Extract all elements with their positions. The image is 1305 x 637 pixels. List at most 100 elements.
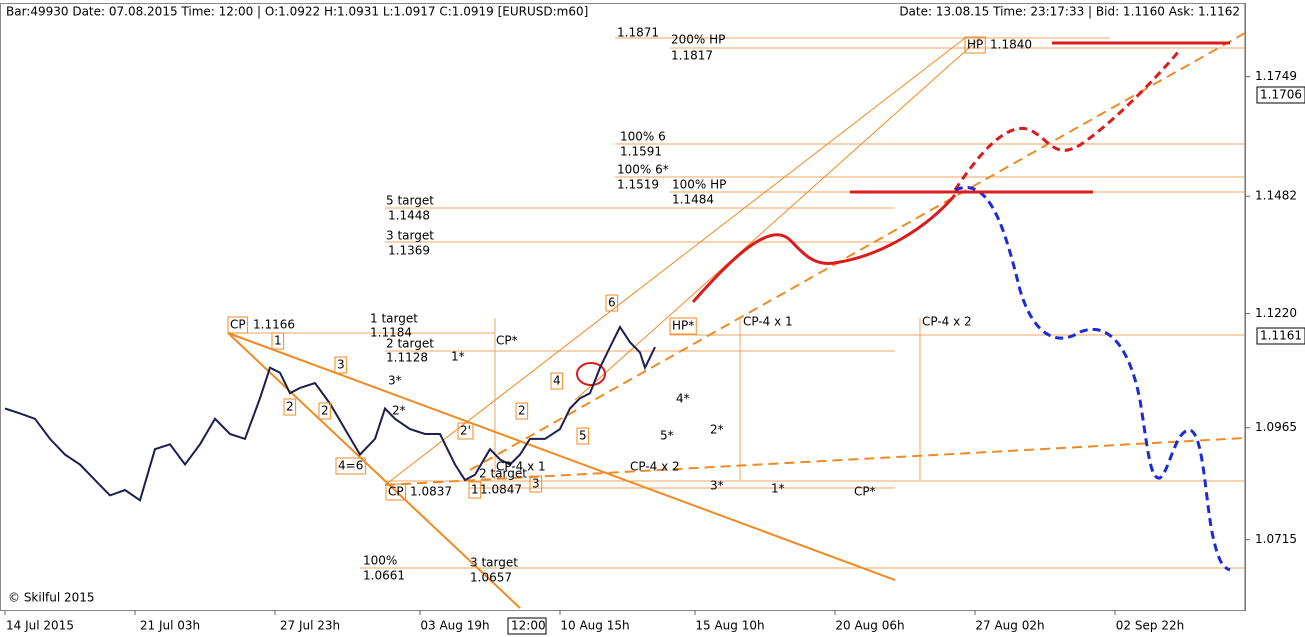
annotation: 3* [388, 374, 402, 388]
trend-line [469, 32, 1246, 471]
annotation: 2 target [386, 337, 434, 351]
price-line [4, 324, 656, 502]
annotation: 2 target [479, 467, 527, 481]
x-tick-label: 15 Aug 10h [695, 619, 764, 633]
annotation: 1.1184 [370, 326, 412, 340]
annotation: 5* [660, 429, 674, 443]
highlight-ellipse [576, 362, 606, 386]
annotation-box [515, 402, 529, 420]
annotation: 1* [451, 350, 465, 364]
annotation-box [468, 481, 482, 499]
annotation: 1.1166 [253, 318, 295, 332]
annotation: CP [388, 485, 404, 499]
annotation-box [335, 457, 366, 475]
x-tick-label: 27 Jul 23h [280, 619, 340, 633]
annotation: CP* [854, 485, 876, 499]
annotation-box [669, 317, 697, 335]
annotation: 1.0837 [410, 485, 452, 499]
annotation: 100% 6 [620, 130, 666, 144]
cursor-label: 12:00 [511, 619, 546, 633]
cursor-box [507, 617, 547, 635]
annotation-box [605, 294, 619, 312]
annotation: 1.1448 [388, 209, 430, 223]
annotation: 1.1817 [671, 49, 713, 63]
annotation: 1.0847 [480, 483, 522, 497]
annotation: 5 target [386, 194, 434, 208]
annotation: CP-4 x 2 [922, 315, 972, 329]
levels [228, 37, 1245, 569]
price-tag: 1.1706 [1260, 88, 1302, 102]
annotation: 2* [392, 404, 406, 418]
annotation-box [227, 316, 249, 334]
annotation: CP-4 x 1 [496, 460, 546, 474]
annotation-box [550, 372, 564, 390]
annotation: 2 [321, 404, 329, 418]
annotation-box [457, 422, 474, 440]
x-tick-label: 03 Aug 19h [420, 619, 489, 633]
annotation: 1.1369 [388, 244, 430, 258]
annotation: 1 [471, 483, 479, 497]
annotation: 1 target [370, 312, 418, 326]
projection-curve [954, 186, 1231, 572]
annotation: CP [230, 318, 246, 332]
annotation-box [964, 36, 986, 54]
annotation: CP-4 x 2 [630, 460, 680, 474]
fan-lines [227, 32, 1246, 609]
header-right: Date: 13.08.15 Time: 23:17:33 | Bid: 1.1… [899, 5, 1240, 19]
annotation-box [576, 427, 590, 445]
annotation: 2 [518, 404, 526, 418]
annotation: 100% HP [672, 178, 726, 192]
x-tick-label: 21 Jul 03h [140, 619, 200, 633]
price-tag: 1.1161 [1260, 329, 1302, 343]
trend-line [227, 332, 896, 581]
annotation: 1.0661 [363, 569, 405, 583]
price-tag-box [1256, 327, 1305, 345]
annotation: 6 [608, 296, 616, 310]
annotation: 1.1519 [617, 178, 659, 192]
annotation: HP [967, 38, 983, 52]
trend-line [574, 37, 981, 401]
header-left: Bar:49930 Date: 07.08.2015 Time: 12:00 |… [6, 5, 588, 19]
annotation-box [283, 398, 297, 416]
annotation: 1.0657 [470, 571, 512, 585]
trend-line [384, 37, 966, 486]
annotation: 1* [771, 482, 785, 496]
annotation-box [385, 483, 407, 501]
annotation: 2' [460, 424, 471, 438]
y-tick-label: 1.1482 [1255, 189, 1297, 203]
y-tick-label: 1.1220 [1255, 306, 1297, 320]
annotation-box [334, 356, 348, 374]
annotation: CP-4 x 1 [743, 315, 793, 329]
annotation: 1.1871 [617, 26, 659, 40]
annotation: 4 [553, 374, 561, 388]
projections [576, 41, 1231, 572]
annotation: 200% HP [671, 33, 725, 47]
annotation: 5 [579, 429, 587, 443]
x-tick-label: 02 Sep 22h [1116, 619, 1184, 633]
annotation: 4=6 [338, 459, 363, 473]
annotation: 2 [286, 400, 294, 414]
x-tick-label: 27 Aug 02h [975, 619, 1044, 633]
x-tick-label: 14 Jul 2015 [6, 619, 74, 633]
trend-line [227, 332, 521, 609]
annotation: 1 [274, 334, 282, 348]
x-tick-label: 20 Aug 06h [835, 619, 904, 633]
y-tick-label: 1.0965 [1255, 420, 1297, 434]
annotation-box [529, 475, 543, 493]
annotation: 4* [676, 392, 690, 406]
annotation: 1.1128 [386, 351, 428, 365]
x-tick-label: 10 Aug 15h [560, 619, 629, 633]
y-tick-label: 1.0715 [1255, 532, 1297, 546]
price-tag-box [1256, 86, 1305, 104]
projection-curve [953, 49, 1182, 191]
annotation: 2* [710, 423, 724, 437]
annotation: 3* [710, 479, 724, 493]
annotation: 3 target [386, 229, 434, 243]
annotation-box [271, 332, 285, 350]
annotation-box [318, 402, 332, 420]
y-tick-label: 1.1749 [1255, 69, 1297, 83]
annotation: 1.1591 [620, 145, 662, 159]
projection-curve [691, 194, 957, 303]
annotation: 3 target [470, 556, 518, 570]
